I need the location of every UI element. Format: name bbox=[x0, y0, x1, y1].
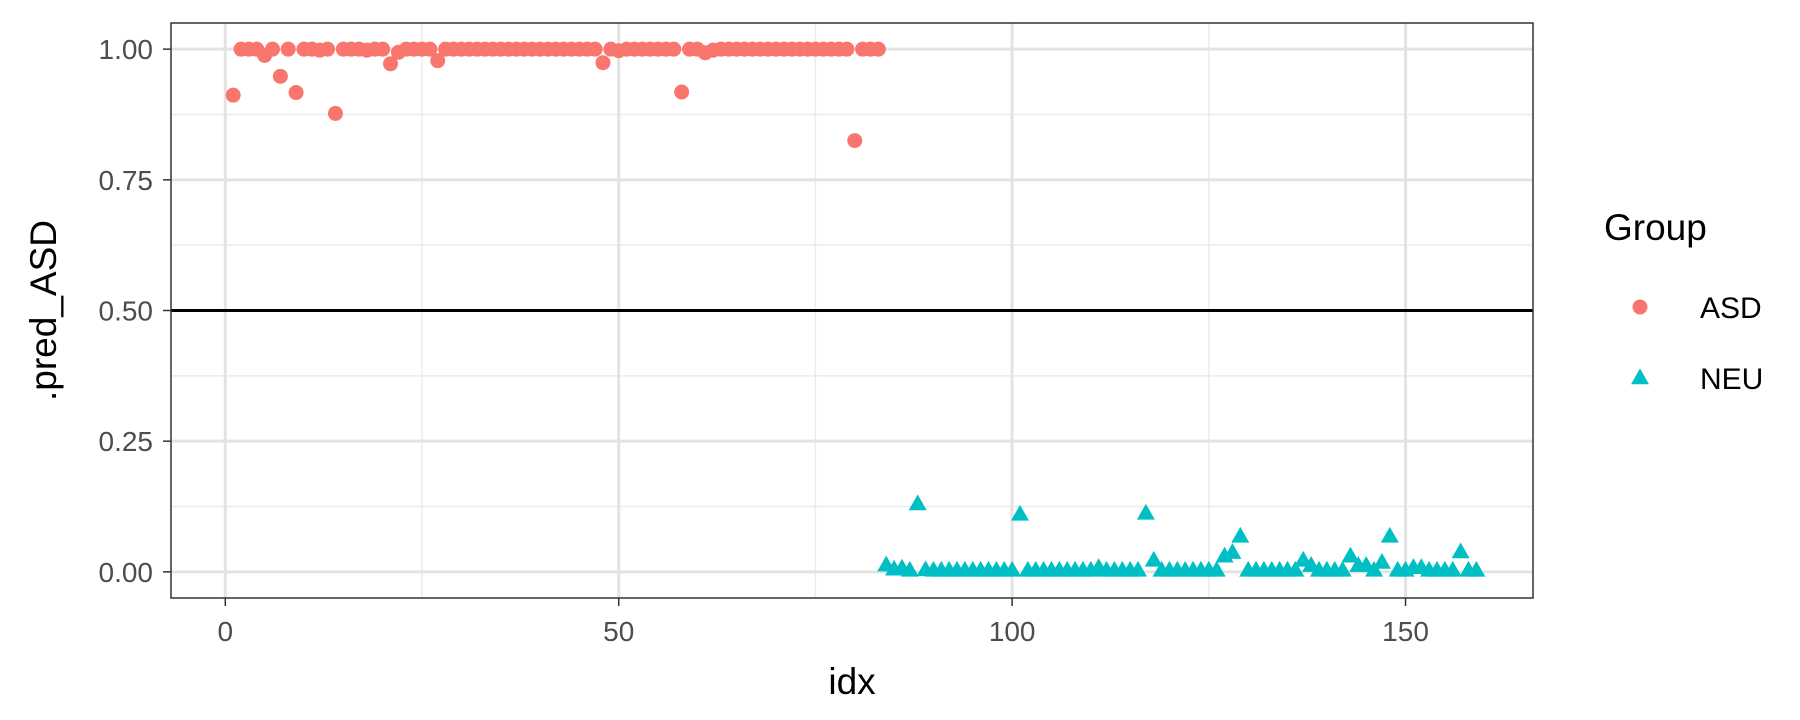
data-point-neu bbox=[1144, 550, 1163, 567]
data-point-neu bbox=[1003, 560, 1022, 577]
axis-tick-labels: 0 50 100 150 0.00 0.25 0.50 0.75 1.00 bbox=[99, 34, 1429, 647]
legend: Group ASD NEU bbox=[1604, 207, 1763, 396]
legend-key-asd bbox=[1632, 299, 1648, 315]
data-point-neu bbox=[1467, 560, 1486, 577]
x-tick-label: 50 bbox=[603, 616, 634, 647]
data-point-asd bbox=[595, 55, 611, 71]
y-tick-label: 0.00 bbox=[99, 557, 154, 588]
data-point-asd bbox=[375, 41, 391, 57]
x-tick-label: 150 bbox=[1382, 616, 1429, 647]
data-point-asd bbox=[839, 41, 855, 57]
data-point-asd bbox=[327, 105, 343, 121]
data-point-neu bbox=[1231, 526, 1250, 543]
data-point-neu bbox=[1341, 546, 1360, 563]
legend-item-asd: ASD bbox=[1632, 292, 1762, 325]
y-tick-label: 0.25 bbox=[99, 426, 154, 457]
data-point-asd bbox=[430, 53, 446, 69]
y-tick-label: 1.00 bbox=[99, 34, 154, 65]
legend-key-neu bbox=[1631, 368, 1649, 385]
data-point-neu bbox=[908, 494, 927, 511]
data-point-asd bbox=[225, 87, 241, 103]
legend-label-neu: NEU bbox=[1700, 363, 1763, 396]
data-point-neu bbox=[1333, 560, 1352, 577]
data-point-neu bbox=[1372, 553, 1391, 569]
minor-gridlines bbox=[171, 23, 1533, 598]
data-point-asd bbox=[280, 41, 296, 57]
x-tick-label: 100 bbox=[989, 616, 1036, 647]
data-point-neu bbox=[1010, 504, 1029, 521]
data-point-neu bbox=[1207, 560, 1226, 577]
x-tick-label: 0 bbox=[218, 616, 234, 647]
y-tick-label: 0.50 bbox=[99, 296, 154, 327]
data-point-asd bbox=[265, 41, 281, 57]
x-axis-title: idx bbox=[828, 661, 876, 702]
legend-title: Group bbox=[1604, 207, 1707, 248]
data-point-asd bbox=[288, 85, 304, 101]
data-point-neu bbox=[1223, 543, 1242, 559]
data-point-asd bbox=[383, 56, 399, 72]
legend-label-asd: ASD bbox=[1700, 292, 1762, 325]
legend-item-neu: NEU bbox=[1631, 363, 1763, 396]
data-point-neu bbox=[1286, 560, 1305, 577]
y-axis-title: .pred_ASD bbox=[23, 220, 64, 401]
data-point-neu bbox=[1136, 503, 1155, 520]
data-point-asd bbox=[422, 41, 438, 57]
data-point-neu bbox=[1129, 560, 1148, 577]
data-point-neu bbox=[1443, 560, 1462, 577]
data-points bbox=[225, 41, 1486, 577]
data-point-neu bbox=[900, 560, 919, 577]
data-point-neu bbox=[1380, 526, 1399, 543]
series-asd bbox=[225, 41, 886, 149]
data-point-asd bbox=[320, 41, 336, 57]
data-point-asd bbox=[272, 68, 288, 84]
series-neu bbox=[877, 494, 1486, 577]
data-point-asd bbox=[587, 41, 603, 57]
data-point-asd bbox=[666, 41, 682, 57]
axis-ticks bbox=[163, 48, 1407, 606]
y-tick-label: 0.75 bbox=[99, 165, 154, 196]
data-point-asd bbox=[674, 84, 690, 100]
data-point-asd bbox=[847, 133, 863, 149]
data-point-asd bbox=[870, 41, 886, 57]
data-point-neu bbox=[1451, 542, 1470, 559]
